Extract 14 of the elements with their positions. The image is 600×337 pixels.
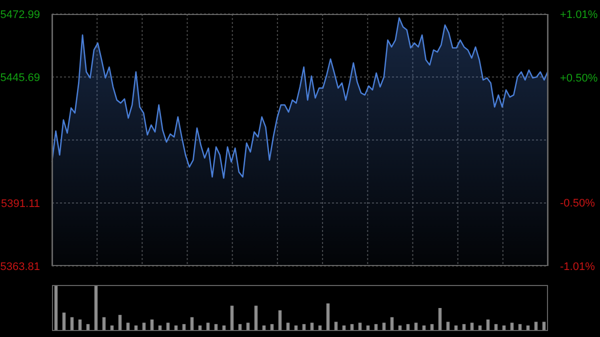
y2-tick-label: -0.50% xyxy=(560,197,596,210)
bar xyxy=(254,306,258,331)
y2-tick-label: +0.50% xyxy=(560,72,598,85)
bar xyxy=(94,285,98,331)
bar xyxy=(230,306,234,331)
y-tick-label: 5391.11 xyxy=(1,198,40,210)
bar xyxy=(326,303,330,331)
y-tick-label: 5472.99 xyxy=(0,9,40,21)
bar xyxy=(438,308,442,331)
y2-tick-label: +1.01% xyxy=(560,9,598,21)
bar xyxy=(54,285,58,331)
y-tick-label: 5363.81 xyxy=(0,261,40,273)
y2-tick-label: -1.01% xyxy=(560,261,596,273)
y-tick-label: 5445.69 xyxy=(0,72,40,84)
